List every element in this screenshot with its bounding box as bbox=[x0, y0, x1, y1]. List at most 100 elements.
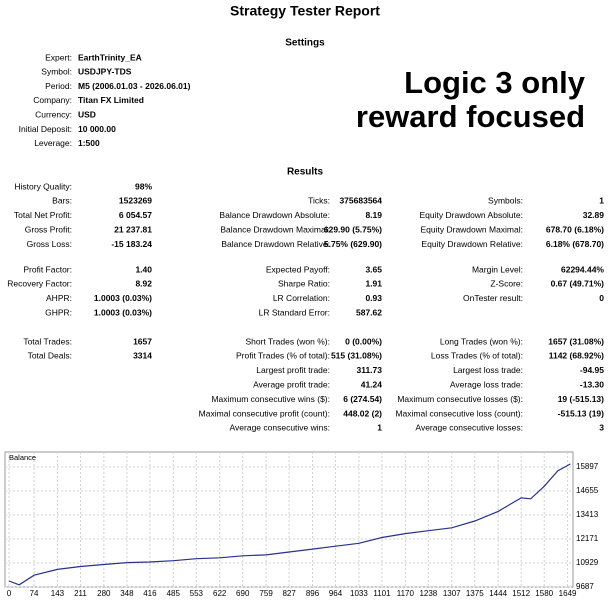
x-tick-label: 690 bbox=[236, 589, 250, 598]
result-label: Total Net Profit: bbox=[14, 210, 72, 220]
result-value: 0.93 bbox=[365, 293, 382, 303]
result-value: 375683564 bbox=[339, 196, 382, 206]
result-value: 311.73 bbox=[356, 365, 382, 375]
result-label: AHPR: bbox=[46, 293, 72, 303]
result-value: 1657 bbox=[133, 336, 152, 346]
setting-label: Period: bbox=[45, 81, 72, 91]
result-value: 629.90 (5.75%) bbox=[324, 224, 382, 234]
result-label: Profit Trades (% of total): bbox=[236, 351, 330, 361]
y-tick-label: 15897 bbox=[576, 462, 599, 471]
result-label: Profit Factor: bbox=[23, 264, 72, 274]
result-label: Gross Loss: bbox=[27, 239, 72, 249]
result-value: 3.65 bbox=[365, 264, 382, 274]
result-label: Total Deals: bbox=[28, 351, 72, 361]
result-label: Equity Drawdown Absolute: bbox=[420, 210, 523, 220]
result-label: Balance Drawdown Maximal: bbox=[220, 224, 330, 234]
result-label: Ticks: bbox=[308, 196, 330, 206]
result-label: Equity Drawdown Maximal: bbox=[420, 224, 523, 234]
setting-label: Initial Deposit: bbox=[19, 124, 72, 134]
result-label: Maximal consecutive loss (count): bbox=[395, 408, 523, 418]
result-value: 515 (31.08%) bbox=[331, 351, 382, 361]
x-tick-label: 1444 bbox=[489, 589, 507, 598]
result-label: Largest loss trade: bbox=[453, 365, 523, 375]
x-tick-label: 896 bbox=[306, 589, 320, 598]
chart-title: Balance bbox=[9, 453, 36, 462]
result-value: 1 bbox=[377, 423, 382, 433]
setting-value: USD bbox=[78, 109, 96, 119]
x-tick-label: 1170 bbox=[397, 589, 415, 598]
results-heading: Results bbox=[287, 167, 324, 178]
result-value: 0.67 (49.71%) bbox=[551, 279, 605, 289]
result-value: 1142 (68.92%) bbox=[549, 351, 604, 361]
result-value: 19 (-515.13) bbox=[558, 394, 604, 404]
x-tick-label: 1101 bbox=[373, 589, 391, 598]
result-label: Loss Trades (% of total): bbox=[431, 351, 523, 361]
result-value: -13.30 bbox=[580, 379, 604, 389]
setting-label: Currency: bbox=[35, 109, 72, 119]
result-value: 6 054.57 bbox=[119, 210, 152, 220]
x-tick-label: 1238 bbox=[419, 589, 437, 598]
result-label: Gross Profit: bbox=[25, 224, 72, 234]
result-value: 1.91 bbox=[365, 279, 382, 289]
annotation: Logic 3 only bbox=[404, 65, 586, 100]
result-value: 6 (274.54) bbox=[343, 394, 382, 404]
settings-heading: Settings bbox=[285, 38, 325, 49]
result-label: Symbols: bbox=[488, 196, 523, 206]
result-label: Short Trades (won %): bbox=[245, 336, 330, 346]
annotation: reward focused bbox=[356, 99, 585, 134]
result-value: -15 183.24 bbox=[111, 239, 152, 249]
setting-label: Company: bbox=[33, 95, 72, 105]
x-tick-label: 1649 bbox=[559, 589, 577, 598]
x-tick-label: 1580 bbox=[535, 589, 553, 598]
x-tick-label: 280 bbox=[97, 589, 111, 598]
result-value: 41.24 bbox=[361, 379, 383, 389]
result-label: OnTester result: bbox=[463, 293, 523, 303]
y-tick-label: 10929 bbox=[576, 558, 599, 567]
result-value: 1.0003 (0.03%) bbox=[94, 293, 152, 303]
result-value: 8.19 bbox=[365, 210, 382, 220]
result-label: Bars: bbox=[52, 196, 72, 206]
result-label: History Quality: bbox=[14, 181, 72, 191]
result-value: 62294.44% bbox=[561, 264, 604, 274]
result-label: Long Trades (won %): bbox=[440, 336, 523, 346]
setting-value: 1:500 bbox=[78, 138, 100, 148]
result-value: 21 237.81 bbox=[114, 224, 152, 234]
result-label: Total Trades: bbox=[23, 336, 72, 346]
result-value: -94.95 bbox=[580, 365, 604, 375]
result-label: Average consecutive wins: bbox=[230, 423, 330, 433]
result-label: Balance Drawdown Relative: bbox=[221, 239, 330, 249]
balance-line bbox=[8, 463, 571, 586]
result-value: 1 bbox=[599, 196, 604, 206]
result-label: Maximum consecutive losses ($): bbox=[397, 394, 523, 404]
result-value: 3 bbox=[599, 423, 604, 433]
result-label: Margin Level: bbox=[472, 264, 523, 274]
setting-label: Symbol: bbox=[41, 67, 72, 77]
result-value: 5.75% (629.90) bbox=[324, 239, 382, 249]
result-label: Maximal consecutive profit (count): bbox=[199, 408, 330, 418]
result-value: 98% bbox=[135, 181, 152, 191]
x-tick-label: 0 bbox=[7, 589, 12, 598]
x-tick-label: 211 bbox=[74, 589, 87, 598]
result-label: Maximum consecutive wins ($): bbox=[211, 394, 330, 404]
setting-value: USDJPY-TDS bbox=[78, 67, 132, 77]
setting-value: 10 000.00 bbox=[78, 124, 116, 134]
result-value: 1523269 bbox=[119, 196, 152, 206]
x-tick-label: 622 bbox=[213, 589, 227, 598]
setting-label: Leverage: bbox=[34, 138, 72, 148]
setting-label: Expert: bbox=[45, 52, 72, 62]
report-title: Strategy Tester Report bbox=[230, 3, 380, 19]
result-value: 6.18% (678.70) bbox=[546, 239, 604, 249]
result-label: GHPR: bbox=[45, 307, 72, 317]
x-tick-label: 485 bbox=[167, 589, 181, 598]
x-tick-label: 827 bbox=[282, 589, 296, 598]
result-label: Balance Drawdown Absolute: bbox=[219, 210, 330, 220]
x-tick-label: 1375 bbox=[466, 589, 484, 598]
setting-value: Titan FX Limited bbox=[78, 95, 144, 105]
result-value: 3314 bbox=[133, 351, 152, 361]
x-tick-label: 1512 bbox=[512, 589, 530, 598]
result-label: LR Correlation: bbox=[273, 293, 330, 303]
result-label: LR Standard Error: bbox=[259, 307, 330, 317]
result-value: 0 (0.00%) bbox=[345, 336, 382, 346]
result-label: Equity Drawdown Relative: bbox=[421, 239, 523, 249]
